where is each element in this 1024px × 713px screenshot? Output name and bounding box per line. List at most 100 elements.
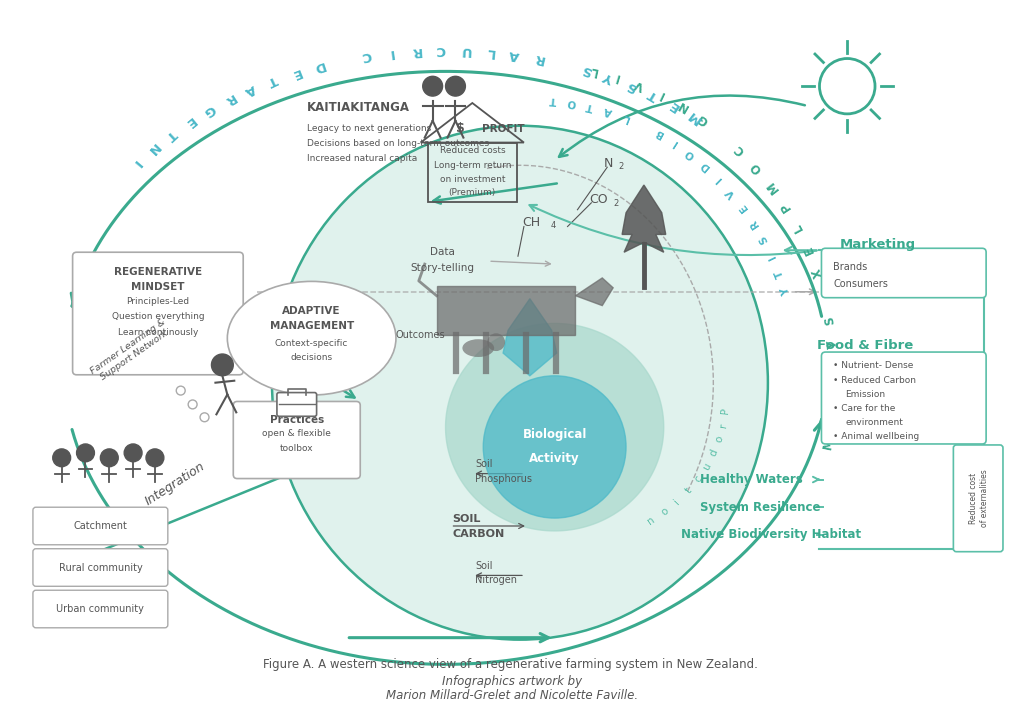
Text: Context-specific: Context-specific <box>275 339 348 348</box>
Circle shape <box>146 449 164 467</box>
Text: C: C <box>732 142 748 158</box>
Circle shape <box>487 333 505 351</box>
Text: L: L <box>791 222 806 234</box>
Text: T: T <box>646 87 660 103</box>
Text: Emission: Emission <box>845 389 886 399</box>
Text: N: N <box>144 140 162 158</box>
Text: Increased natural capita: Increased natural capita <box>306 154 417 163</box>
Text: 4: 4 <box>551 222 556 230</box>
Text: R: R <box>221 91 237 108</box>
Text: T: T <box>774 268 786 279</box>
Text: Long-term return: Long-term return <box>433 160 511 170</box>
Text: r: r <box>718 422 728 428</box>
Text: Farmer Learning &
Support Network: Farmer Learning & Support Network <box>89 317 173 384</box>
Text: U: U <box>460 43 471 57</box>
Polygon shape <box>503 299 557 376</box>
Text: P: P <box>778 200 794 214</box>
FancyBboxPatch shape <box>33 549 168 586</box>
Text: ADAPTIVE: ADAPTIVE <box>283 306 341 316</box>
Text: I: I <box>671 138 680 148</box>
Circle shape <box>483 376 626 518</box>
Text: c: c <box>692 473 703 484</box>
Text: Reduced cost
of externalities: Reduced cost of externalities <box>970 469 989 527</box>
Text: Figure A. A western science view of a regenerative farming system in New Zealand: Figure A. A western science view of a re… <box>263 658 761 671</box>
Text: • Animal wellbeing: • Animal wellbeing <box>834 432 920 441</box>
Text: M: M <box>821 436 837 450</box>
Text: M: M <box>685 108 703 126</box>
Text: Phosphorus: Phosphorus <box>475 473 532 483</box>
Text: L: L <box>589 63 598 78</box>
Text: T: T <box>828 390 842 399</box>
Circle shape <box>212 354 233 376</box>
Text: MANAGEMENT: MANAGEMENT <box>269 322 353 332</box>
Text: Question everything: Question everything <box>112 312 204 322</box>
Polygon shape <box>575 278 613 306</box>
Text: • Reduced Carbon: • Reduced Carbon <box>834 376 916 385</box>
Text: Nitrogen: Nitrogen <box>475 575 517 585</box>
Ellipse shape <box>227 282 396 395</box>
Text: D: D <box>698 159 712 173</box>
Text: PROFIT: PROFIT <box>482 123 525 134</box>
Text: S: S <box>828 365 842 374</box>
Text: E: E <box>289 65 302 80</box>
Circle shape <box>445 76 465 96</box>
Text: Food & Fibre: Food & Fibre <box>817 339 913 352</box>
Ellipse shape <box>463 339 495 357</box>
Text: E: E <box>802 244 816 256</box>
Circle shape <box>77 444 94 462</box>
Text: KAITIAKITANGA: KAITIAKITANGA <box>306 101 410 115</box>
Text: Catchment: Catchment <box>74 521 127 531</box>
Text: • Care for the: • Care for the <box>834 404 896 414</box>
Text: O: O <box>566 97 577 108</box>
Text: Principles-Led: Principles-Led <box>126 297 189 306</box>
Text: S: S <box>823 315 838 326</box>
Text: A: A <box>243 81 258 98</box>
FancyBboxPatch shape <box>276 393 316 416</box>
Text: Practices: Practices <box>269 415 324 425</box>
Polygon shape <box>272 125 768 640</box>
Circle shape <box>53 449 71 467</box>
Text: Biological: Biological <box>522 428 587 441</box>
Text: 2: 2 <box>613 199 618 207</box>
Text: E: E <box>737 201 750 213</box>
Text: Soil: Soil <box>475 560 493 570</box>
Text: CO: CO <box>590 193 608 206</box>
Circle shape <box>100 449 118 467</box>
Text: S: S <box>758 233 770 245</box>
Text: Rural community: Rural community <box>58 563 142 573</box>
Text: C: C <box>360 48 373 63</box>
Text: G: G <box>695 111 711 127</box>
Text: u: u <box>700 461 713 471</box>
Text: Story-telling: Story-telling <box>411 263 474 273</box>
Circle shape <box>423 76 442 96</box>
Text: T: T <box>586 101 595 112</box>
Text: environment: environment <box>845 419 903 427</box>
Text: Y: Y <box>826 340 841 350</box>
Text: (Premium): (Premium) <box>449 188 496 198</box>
Text: Y: Y <box>602 69 616 85</box>
Text: Soil: Soil <box>475 458 493 468</box>
Text: E: E <box>181 114 197 130</box>
Text: L: L <box>485 45 495 58</box>
Text: N: N <box>604 157 613 170</box>
Text: R: R <box>532 51 546 66</box>
Circle shape <box>200 413 209 421</box>
FancyBboxPatch shape <box>821 352 986 444</box>
Text: o: o <box>658 506 670 518</box>
Text: I: I <box>656 87 667 101</box>
Text: T: T <box>163 127 178 143</box>
Text: Y: Y <box>780 287 793 297</box>
Text: open & flexible: open & flexible <box>262 429 331 438</box>
Text: decisions: decisions <box>291 353 333 362</box>
Text: C: C <box>435 43 445 56</box>
Text: I: I <box>612 70 621 83</box>
Text: Marion Millard-Grelet and Nicolette Faville.: Marion Millard-Grelet and Nicolette Favi… <box>386 689 638 702</box>
Text: Integration: Integration <box>142 459 207 508</box>
Text: R: R <box>410 43 421 57</box>
Text: SOIL: SOIL <box>453 514 481 524</box>
Text: Outcomes: Outcomes <box>396 330 445 340</box>
Text: I: I <box>767 252 778 260</box>
Text: M: M <box>764 178 781 195</box>
Text: System Resilience: System Resilience <box>700 501 821 514</box>
Text: t: t <box>683 486 693 496</box>
